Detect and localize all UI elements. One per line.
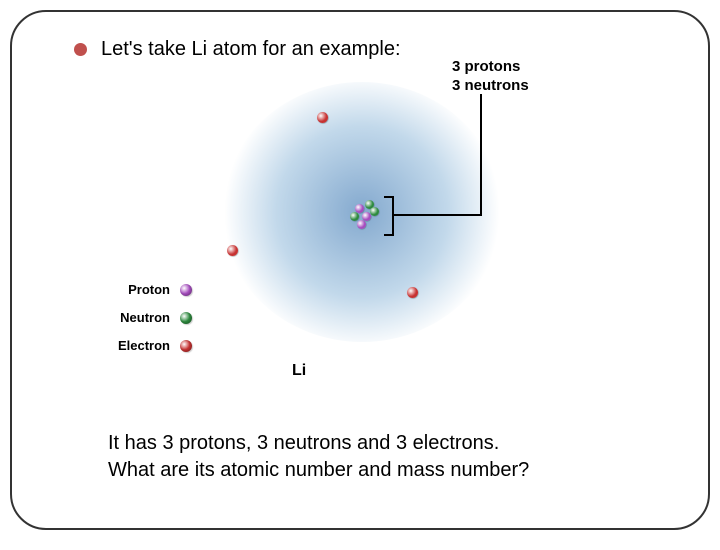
slide-frame: Let's take Li atom for an example: 3 pro… xyxy=(10,10,710,530)
element-symbol: Li xyxy=(292,362,306,380)
neutron-icon xyxy=(180,312,192,324)
bottom-text: It has 3 protons, 3 neutrons and 3 elect… xyxy=(108,430,529,484)
callout-line-vertical xyxy=(480,94,482,216)
callout-label: 3 protons 3 neutrons xyxy=(452,58,529,96)
nucleus-bracket xyxy=(384,196,394,236)
electron xyxy=(227,245,238,256)
callout-line1: 3 protons xyxy=(452,58,529,77)
callout-line-horizontal xyxy=(392,214,482,216)
nucleon xyxy=(357,220,366,229)
callout-line2: 3 neutrons xyxy=(452,77,529,96)
electron xyxy=(317,112,328,123)
bullet-line: Let's take Li atom for an example: xyxy=(74,38,401,61)
legend-proton: Proton xyxy=(114,282,192,297)
proton-icon xyxy=(180,284,192,296)
bottom-line1: It has 3 protons, 3 neutrons and 3 elect… xyxy=(108,430,529,457)
legend-electron: Electron xyxy=(114,338,192,353)
bottom-line2: What are its atomic number and mass numb… xyxy=(108,457,529,484)
nucleon xyxy=(350,212,359,221)
legend-proton-label: Proton xyxy=(114,282,170,297)
electron xyxy=(407,287,418,298)
nucleon xyxy=(370,207,379,216)
legend-electron-label: Electron xyxy=(114,338,170,353)
bullet-text: Let's take Li atom for an example: xyxy=(101,38,401,61)
legend-neutron-label: Neutron xyxy=(114,310,170,325)
bullet-icon xyxy=(74,43,87,56)
legend-neutron: Neutron xyxy=(114,310,192,325)
atom-diagram: 3 protons 3 neutrons Proton Neutron Elec… xyxy=(122,72,602,392)
electron-icon xyxy=(180,340,192,352)
